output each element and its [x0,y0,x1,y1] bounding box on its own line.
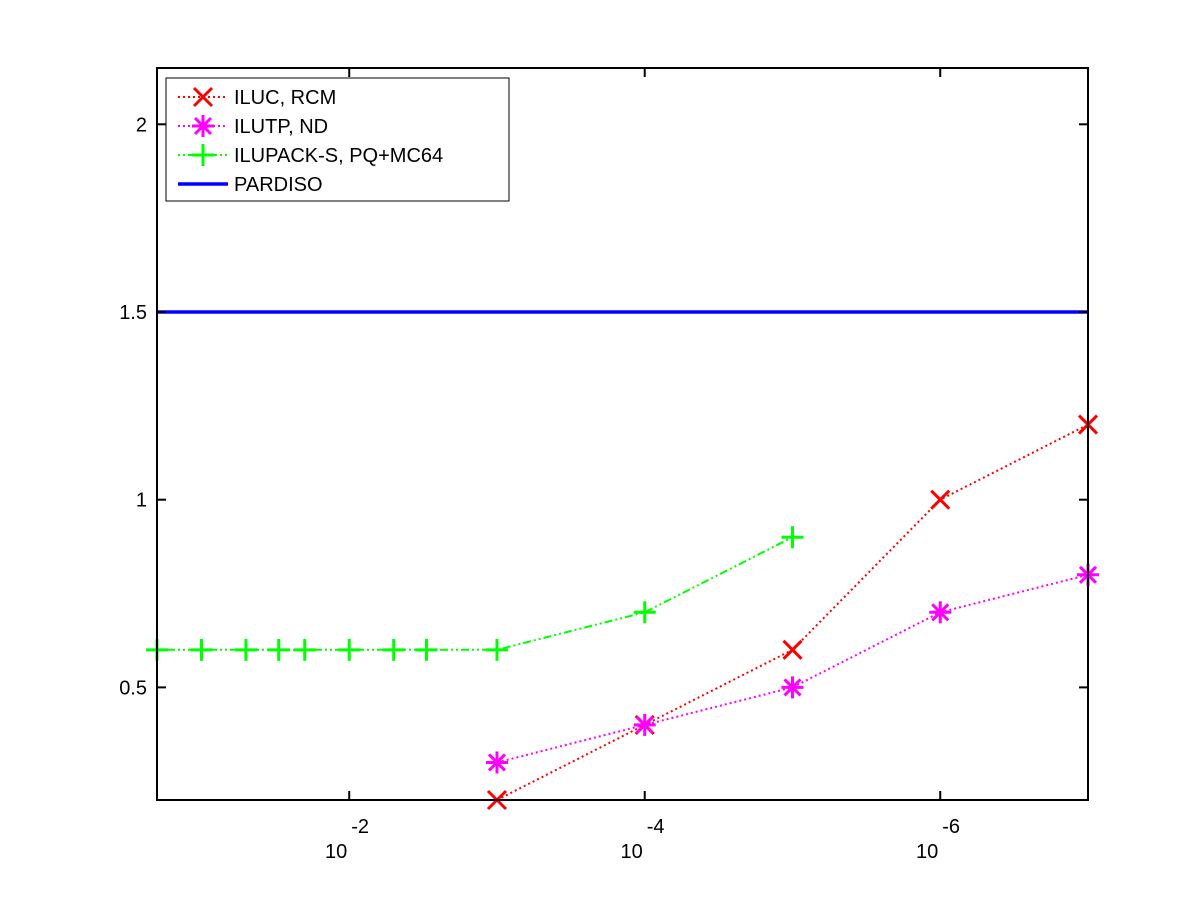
legend-label: PARDISO [234,174,323,196]
x-tick-label-base: 10 [620,841,642,863]
legend-entry: ILUPACK-S, PQ+MC64 [178,144,443,167]
data-point [190,638,213,661]
data-point [930,489,951,510]
x-marker-stroke [192,86,214,108]
data-point [633,713,656,736]
series-line [496,423,1089,801]
series-line [157,536,793,651]
data-point [633,601,656,624]
series-2 [146,526,804,661]
data-point [929,601,952,624]
legend-box [165,77,510,202]
data-point [485,638,508,661]
asterisk-marker-stroke [931,603,950,622]
data-point [234,638,257,661]
y-tick-label: 0.5 [119,677,147,699]
legend-entry: ILUC, RCM [178,86,336,109]
data-point [782,639,803,660]
y-tick-label: 1.5 [119,302,147,324]
data-point [781,676,804,699]
x-marker-stroke [930,489,951,510]
data-point [415,638,438,661]
y-tick-label: 1 [136,490,147,512]
x-tick-label-base: 10 [916,841,938,863]
x-tick-label-exponent: -2 [351,816,369,838]
asterisk-marker-stroke [783,678,802,697]
legend-swatch-marker [192,115,214,137]
legend-label: ILUPACK-S, PQ+MC64 [234,145,443,167]
series-line [496,573,1089,764]
legend-entry: PARDISO [178,174,323,196]
series-layer [146,310,1099,811]
x-tick-label-base: 10 [325,841,347,863]
data-point [781,526,804,549]
legend-swatch-marker [192,86,214,108]
legend: ILUC, RCM ILUTP, ND ILUPACK-S, PQ+MC64 PARD… [165,77,510,202]
legend-label: ILUTP, ND [234,116,328,138]
asterisk-marker-stroke [487,753,507,772]
data-point [293,638,316,661]
y-tick-label: 2 [136,114,147,136]
x-tick-label-exponent: -4 [647,816,665,838]
data-point [338,638,361,661]
data-point [267,638,290,661]
asterisk-marker-stroke [635,715,654,734]
axes-frame [156,67,1089,801]
data-point [382,638,405,661]
series-1 [485,563,1099,774]
data-point [485,751,508,774]
asterisk-marker-stroke [193,116,213,136]
x-tick-label-exponent: -6 [942,816,960,838]
series-0 [486,414,1099,811]
legend-swatch-marker [192,144,214,166]
legend-entry: ILUTP, ND [178,115,328,138]
legend-label: ILUC, RCM [234,87,336,109]
x-marker-stroke [782,639,803,660]
